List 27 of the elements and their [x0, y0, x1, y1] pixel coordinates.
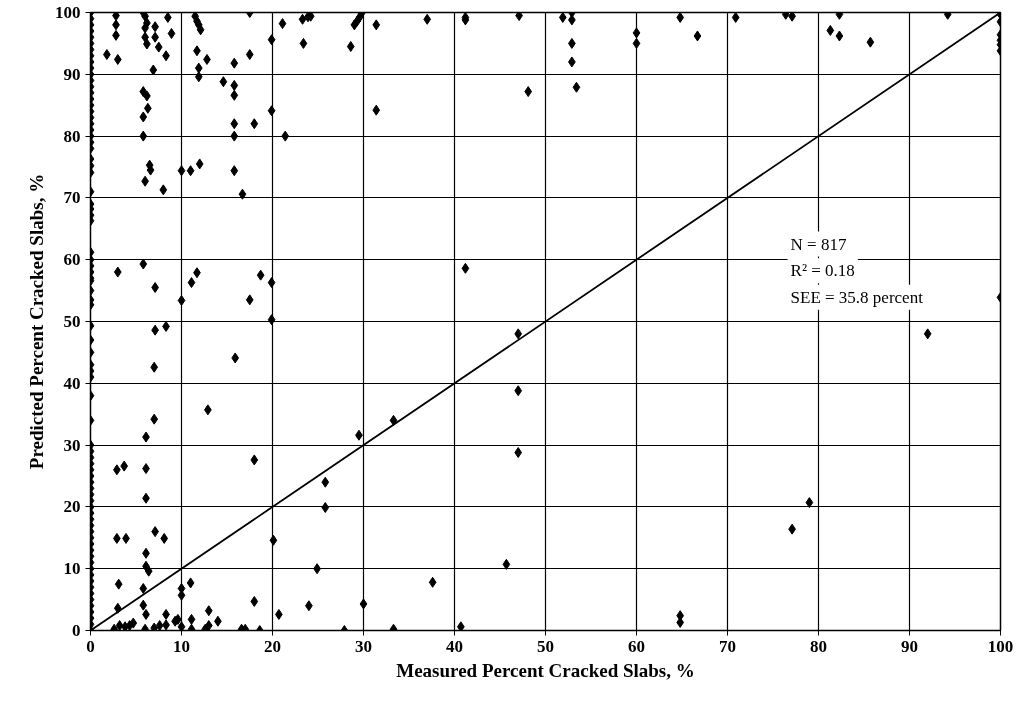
y-axis-title: Predicted Percent Cracked Slabs, %	[26, 173, 47, 470]
y-tick-label: 40	[63, 373, 81, 393]
x-tick-label: 10	[173, 636, 190, 656]
x-tick-label: 40	[446, 636, 463, 656]
x-tick-label: 30	[355, 636, 372, 656]
y-tick-label: 90	[63, 64, 81, 84]
annotation: SEE = 35.8 percent	[790, 287, 924, 307]
y-tick-label: 80	[63, 126, 81, 146]
x-tick-label: 50	[537, 636, 554, 656]
x-tick-label: 80	[810, 636, 827, 656]
annotation: R² = 0.18	[790, 261, 855, 281]
y-tick-label: 50	[63, 312, 81, 331]
x-tick-label: 20	[264, 636, 281, 656]
x-tick-label: 90	[901, 636, 918, 656]
x-tick-label: 0	[86, 636, 95, 656]
y-tick-label: 60	[63, 250, 81, 270]
y-tick-label: 30	[63, 435, 81, 455]
y-tick-label: 70	[63, 188, 81, 208]
y-tick-label: 20	[63, 497, 81, 517]
x-tick-label: 70	[719, 636, 736, 656]
x-tick-label: 100	[987, 636, 1014, 656]
y-tick-label: 100	[55, 3, 81, 22]
y-tick-label: 10	[63, 559, 81, 579]
y-tick-label: 0	[72, 621, 81, 640]
x-tick-label: 60	[628, 636, 645, 656]
x-axis-title: Measured Percent Cracked Slabs, %	[396, 659, 695, 681]
annotation: N = 817	[790, 234, 847, 254]
